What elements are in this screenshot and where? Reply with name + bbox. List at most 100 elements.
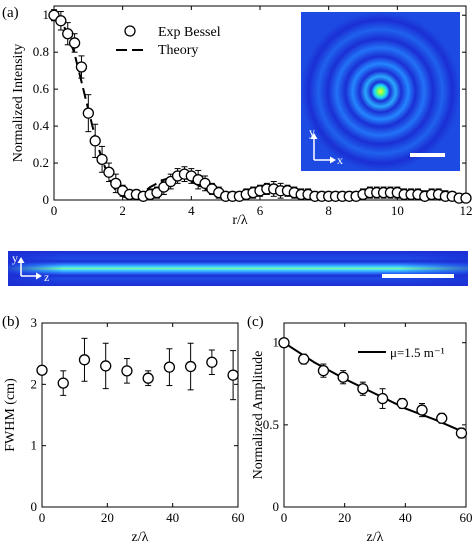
inset-y-label: y [309, 125, 315, 139]
data-point [163, 361, 176, 373]
panel-a-points-layer [48, 9, 472, 204]
attenuation-fit-line [283, 341, 467, 435]
inset-scale-bar [410, 153, 445, 157]
x-tick-label: 20 [101, 510, 114, 525]
y-tick-label: 0 [43, 192, 50, 207]
data-point [68, 37, 81, 49]
legend-theory: Theory [158, 43, 198, 58]
data-point [78, 354, 91, 366]
x-tick-label: 2 [119, 203, 126, 218]
x-tick-label: 10 [391, 203, 404, 218]
data-point [416, 404, 428, 416]
legend-exp-bessel: Exp Bessel [158, 25, 221, 40]
x-tick-label: 40 [399, 510, 412, 525]
data-point [142, 372, 154, 384]
panel-label-c: (c) [247, 314, 264, 330]
panel-b-ticks: 0 20 40 60 0 1 2 3 [31, 315, 245, 525]
data-point [36, 364, 48, 376]
data-point [206, 356, 218, 368]
beam-propagation-strip: y z [8, 251, 468, 286]
x-tick-label: 0 [39, 510, 46, 525]
panel-b-chart: 0 20 40 60 0 1 2 3 z/λ FWHM (cm) [3, 315, 245, 545]
panel-a-chart: 0 2 4 6 8 10 12 0 0.2 0.4 0.6 0.8 1 r/λ Normalized I… [11, 5, 473, 228]
y-tick-label: 0.6 [33, 81, 50, 96]
y-tick-label: 0.8 [33, 44, 49, 59]
data-point [455, 427, 468, 439]
panel-b-points-layer [36, 337, 239, 401]
data-point [396, 397, 408, 410]
panel-c-chart: 0 20 40 60 0 0.5 1 z/λ Normalized Amplitude μ=… [251, 322, 473, 545]
y-tick-label: 3 [31, 315, 38, 330]
data-point [298, 353, 310, 365]
panel-a-ticks: 0 2 4 6 8 10 12 0 0.2 0.4 0.6 0.8 1 [33, 6, 473, 218]
x-tick-label: 60 [232, 510, 245, 525]
y-tick-label: 0 [273, 499, 280, 514]
panel-c-ylabel: Normalized Amplitude [251, 351, 266, 480]
legend-circle-marker [124, 25, 136, 37]
y-tick-label: 0.2 [33, 155, 49, 170]
panel-label-b: (b) [2, 314, 20, 330]
data-point [75, 61, 88, 73]
panel-c-legend: μ=1.5 m⁻¹ [358, 345, 445, 360]
data-point [121, 365, 133, 377]
y-tick-label: 0 [31, 499, 38, 514]
inset-x-arrowhead [330, 156, 336, 164]
inset-y-arrowhead [310, 133, 318, 139]
y-tick-label: 1 [43, 7, 50, 22]
data-point [357, 383, 369, 395]
panel-c-ticks: 0 20 40 60 0 0.5 1 [263, 323, 473, 525]
panel-a-xlabel: r/λ [232, 213, 248, 228]
panel-b-ylabel: FWHM (cm) [3, 378, 18, 452]
y-tick-label: 2 [31, 376, 38, 391]
x-tick-label: 20 [338, 510, 351, 525]
data-point [62, 28, 74, 40]
strip-z-label: z [44, 270, 49, 284]
data-point [96, 153, 108, 166]
y-tick-label: 1 [273, 335, 280, 350]
bessel-ring-pattern [301, 12, 460, 171]
panel-c-xlabel: z/λ [367, 530, 384, 545]
data-point [460, 192, 472, 204]
data-point [227, 369, 239, 381]
panel-label-a: (a) [2, 5, 19, 21]
x-tick-label: 0 [51, 203, 58, 218]
strip-y-arrowhead [17, 257, 25, 263]
x-tick-label: 4 [188, 203, 195, 218]
y-tick-label: 0.4 [33, 118, 50, 133]
data-point [110, 177, 122, 190]
x-tick-label: 12 [460, 203, 473, 218]
data-point [103, 166, 115, 178]
data-point [184, 360, 197, 373]
data-point [57, 377, 69, 389]
inset-x-label: x [337, 153, 343, 167]
panel-c-fit-layer [283, 341, 467, 435]
x-tick-label: 8 [325, 203, 332, 218]
x-tick-label: 40 [166, 510, 179, 525]
beam-fade-overlay [8, 251, 468, 286]
legend-mu: μ=1.5 m⁻¹ [390, 345, 445, 360]
panel-c-points-layer [278, 337, 468, 439]
data-point [436, 412, 448, 424]
panel-b-xlabel: z/λ [132, 530, 149, 545]
panel-c-frame [283, 322, 467, 508]
data-point [278, 337, 290, 349]
panel-b-frame [41, 322, 239, 508]
data-point [317, 364, 330, 377]
data-point [100, 360, 112, 372]
x-tick-label: 6 [257, 203, 264, 218]
data-point [55, 15, 67, 27]
data-point [337, 371, 349, 383]
strip-scale-bar [382, 274, 454, 278]
bessel-cross-section-inset: y x [301, 12, 460, 171]
panel-a-legend: Exp Bessel Theory [116, 25, 221, 58]
y-tick-label: 0.5 [263, 417, 279, 432]
data-point [376, 392, 389, 405]
x-tick-label: 0 [281, 510, 288, 525]
x-tick-label: 60 [460, 510, 473, 525]
y-tick-label: 1 [31, 438, 38, 453]
data-point [89, 135, 101, 147]
panel-a-ylabel: Normalized Intensity [11, 44, 26, 163]
strip-y-label: y [12, 251, 18, 265]
strip-z-arrowhead [36, 272, 42, 280]
